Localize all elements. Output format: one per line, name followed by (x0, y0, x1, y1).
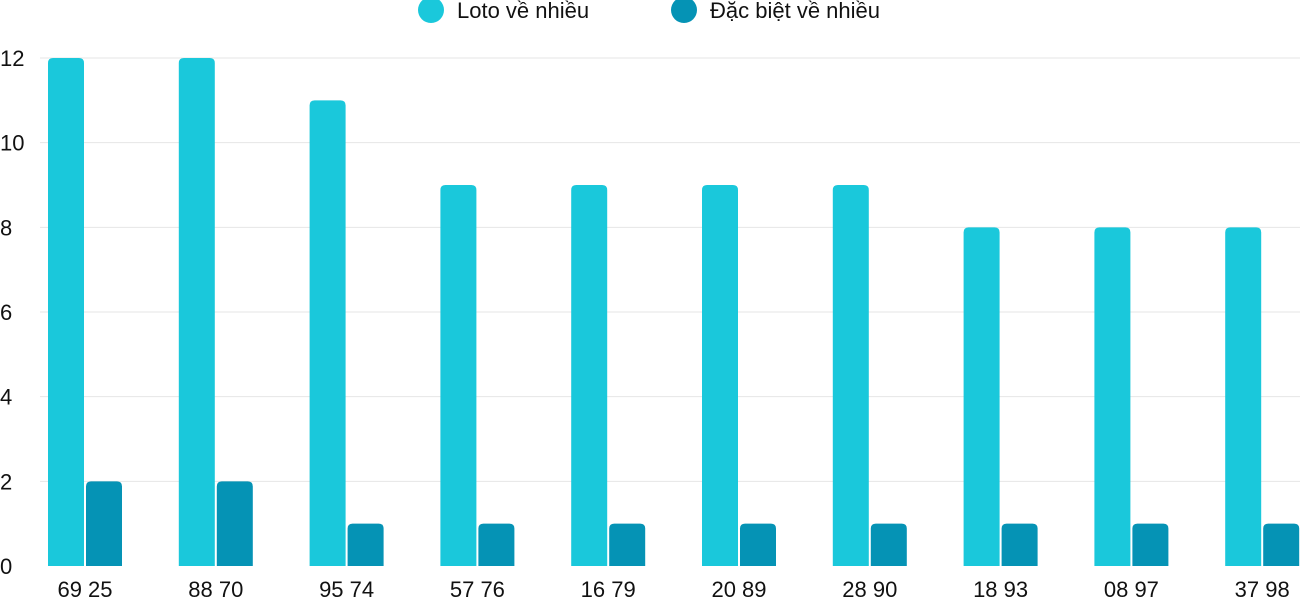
bar-loto[interactable] (178, 58, 215, 566)
y-axis-ticks: 0 2 4 6 8 10 12 (0, 46, 24, 579)
legend-item-dac-biet[interactable]: Đặc biệt về nhiều (671, 0, 880, 23)
x-tick-label: 57 76 (450, 577, 505, 600)
bar-dac-biet[interactable] (1132, 523, 1169, 566)
bar-loto[interactable] (48, 58, 84, 566)
legend-swatch-loto (418, 0, 444, 23)
legend-label-dac-biet: Đặc biệt về nhiều (710, 0, 880, 23)
bars (48, 58, 1300, 567)
x-tick-label: 18 93 (973, 577, 1028, 600)
bar-loto[interactable] (1225, 227, 1262, 567)
y-tick-label: 2 (0, 469, 12, 494)
legend-swatch-dac-biet (671, 0, 697, 23)
grid-lines (40, 57, 1300, 482)
bar-loto[interactable] (309, 100, 346, 566)
y-tick-label: 12 (0, 46, 24, 71)
bar-dac-biet[interactable] (740, 523, 776, 566)
legend-item-loto[interactable]: Loto về nhiều (418, 0, 589, 23)
x-tick-label: 08 97 (1104, 577, 1159, 600)
bar-loto[interactable] (832, 185, 869, 566)
bar-loto[interactable] (571, 185, 608, 566)
x-tick-label: 69 25 (57, 577, 112, 600)
x-tick-label: 16 79 (581, 577, 636, 600)
legend: Loto về nhiều Đặc biệt về nhiều (418, 0, 880, 23)
x-tick-label: 28 90 (842, 577, 897, 600)
y-tick-label: 6 (0, 300, 12, 325)
y-tick-label: 8 (0, 215, 12, 240)
x-tick-label: 37 98 (1235, 577, 1290, 600)
x-tick-label: 88 70 (188, 577, 243, 600)
bar-dac-biet[interactable] (870, 523, 907, 566)
x-tick-label: 20 89 (711, 577, 766, 600)
bar-dac-biet[interactable] (478, 523, 515, 566)
bar-dac-biet[interactable] (1001, 523, 1038, 566)
y-tick-label: 4 (0, 385, 12, 410)
bar-dac-biet[interactable] (216, 481, 253, 566)
bar-loto[interactable] (963, 227, 1000, 567)
bar-dac-biet[interactable] (86, 481, 122, 566)
bar-loto[interactable] (1094, 227, 1131, 567)
bar-dac-biet[interactable] (347, 523, 384, 566)
bar-loto[interactable] (440, 185, 477, 566)
y-tick-label: 0 (0, 554, 12, 579)
legend-label-loto: Loto về nhiều (457, 0, 589, 23)
x-axis-ticks: 69 25 88 70 95 74 57 76 16 79 20 89 28 90 18 93… (57, 577, 1290, 602)
bar-dac-biet[interactable] (609, 523, 646, 566)
x-tick-label: 95 74 (319, 577, 374, 600)
y-tick-label: 10 (0, 131, 24, 156)
bar-dac-biet[interactable] (1263, 523, 1300, 566)
bar-loto[interactable] (702, 185, 738, 566)
